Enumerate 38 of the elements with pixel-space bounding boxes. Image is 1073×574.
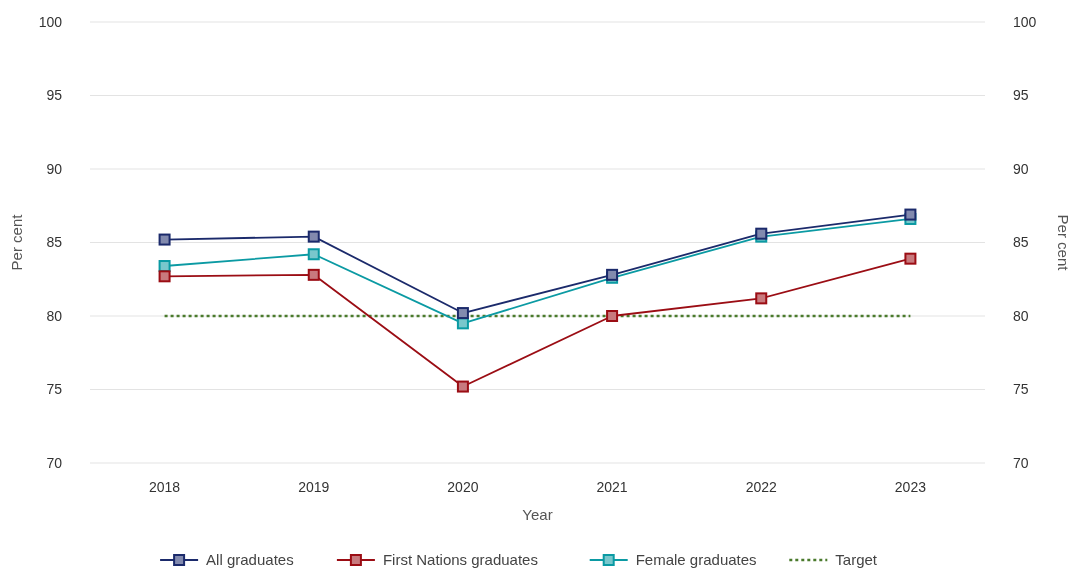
y-tick-label: 85 (46, 234, 63, 251)
point (307, 230, 320, 243)
y-tick-label: 70 (46, 454, 63, 471)
legend-label: Target (835, 551, 878, 569)
y2-tick-label: 95 (1013, 87, 1029, 104)
legend-label: First Nations graduates (382, 551, 538, 569)
y2-tick-label: 100 (1013, 13, 1037, 30)
y-tick-label: 80 (46, 307, 63, 324)
x-tick-label: 2023 (894, 479, 927, 495)
x-tick-label: 2020 (447, 479, 479, 495)
y2-axis-title: Per cent (1055, 214, 1072, 272)
x-tick-label: 2019 (298, 479, 330, 495)
x-tick-label: 2022 (745, 479, 778, 495)
point (456, 307, 469, 320)
y-tick-label: 90 (46, 160, 63, 177)
y-tick-label: 100 (38, 13, 63, 30)
y2-tick-label: 90 (1013, 160, 1029, 177)
x-axis-title: Year (522, 506, 553, 523)
point (904, 252, 917, 265)
legend-label: All graduates (206, 551, 294, 569)
point (307, 268, 320, 281)
point (755, 292, 768, 305)
y-axis-title: Per cent (8, 213, 25, 271)
y2-tick-label: 80 (1013, 307, 1029, 324)
point (904, 208, 917, 221)
y-tick-label: 75 (46, 381, 63, 398)
point (606, 310, 619, 322)
y-tick-label: 95 (46, 87, 63, 104)
x-tick-label: 2021 (596, 479, 628, 495)
y2-tick-label: 85 (1013, 234, 1029, 251)
y2-tick-label: 75 (1013, 381, 1029, 398)
point (158, 270, 171, 283)
legend-label: Female graduates (635, 551, 757, 569)
x-tick-label: 2018 (149, 479, 181, 495)
point (158, 233, 171, 246)
point (307, 248, 320, 261)
y2-tick-label: 70 (1013, 454, 1029, 471)
point (456, 380, 469, 393)
